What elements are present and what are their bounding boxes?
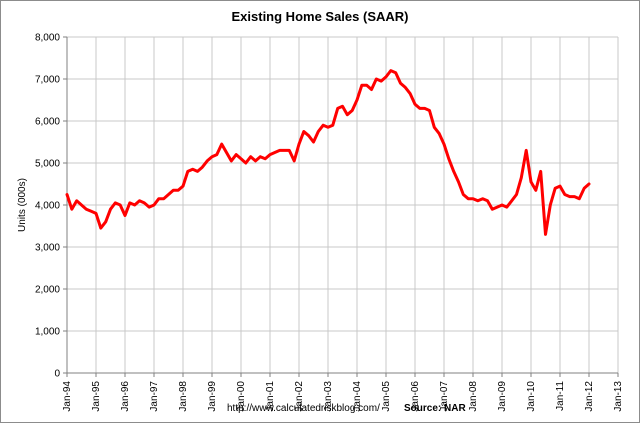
- y-tick-label: 3,000: [35, 243, 60, 254]
- y-tick-label: 6,000: [35, 117, 60, 128]
- x-tick-label: Jan-00: [236, 381, 247, 412]
- y-tick-label: 1,000: [35, 327, 60, 338]
- x-tick-label: Jan-95: [91, 381, 102, 412]
- x-tick-label: Jan-06: [410, 381, 421, 412]
- y-tick-label: 7,000: [35, 75, 60, 86]
- x-tick-label: Jan-12: [584, 381, 595, 412]
- x-tick-label: Jan-07: [439, 381, 450, 412]
- x-tick-label: Jan-03: [323, 381, 334, 412]
- series-line: [65, 69, 591, 236]
- x-tick-label: Jan-02: [294, 381, 305, 412]
- y-tick-label: 2,000: [35, 285, 60, 296]
- y-tick-label: 8,000: [35, 33, 60, 44]
- x-tick-label: Jan-96: [120, 381, 131, 412]
- x-tick-label: Jan-04: [352, 381, 363, 412]
- source-url: http://www.calculatedriskblog.com/: [227, 403, 380, 414]
- y-tick-label: 4,000: [35, 201, 60, 212]
- x-tick-label: Jan-08: [468, 381, 479, 412]
- x-tick-label: Jan-10: [526, 381, 537, 412]
- source-credit: Source: NAR: [404, 403, 466, 414]
- x-tick-label: Jan-11: [555, 381, 566, 411]
- x-tick-label: Jan-05: [381, 381, 392, 412]
- y-tick-label: 5,000: [35, 159, 60, 170]
- x-tick-label: Jan-97: [149, 381, 160, 412]
- x-tick-label: Jan-13: [613, 381, 624, 412]
- y-tick-label: 0: [54, 369, 60, 380]
- x-tick-label: Jan-99: [207, 381, 218, 412]
- x-tick-label: Jan-09: [497, 381, 508, 412]
- chart-title: Existing Home Sales (SAAR): [231, 9, 409, 24]
- y-axis-label: Units (000s): [17, 178, 28, 232]
- x-tick-label: Jan-98: [178, 381, 189, 412]
- x-tick-label: Jan-94: [62, 381, 73, 412]
- x-tick-label: Jan-01: [265, 381, 276, 412]
